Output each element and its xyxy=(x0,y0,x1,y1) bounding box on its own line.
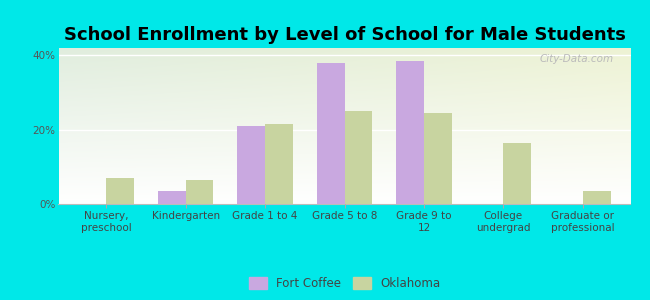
Bar xyxy=(503,143,531,204)
Bar xyxy=(396,61,424,204)
Bar xyxy=(237,126,265,204)
Bar xyxy=(344,111,372,204)
Title: School Enrollment by Level of School for Male Students: School Enrollment by Level of School for… xyxy=(64,26,625,44)
Bar xyxy=(265,124,293,204)
Bar xyxy=(158,191,186,204)
Bar xyxy=(106,178,134,204)
Text: City-Data.com: City-Data.com xyxy=(540,54,614,64)
Bar xyxy=(186,180,213,204)
Bar xyxy=(583,191,610,204)
Legend: Fort Coffee, Oklahoma: Fort Coffee, Oklahoma xyxy=(244,272,445,295)
Bar xyxy=(424,113,452,204)
Bar xyxy=(317,63,345,204)
